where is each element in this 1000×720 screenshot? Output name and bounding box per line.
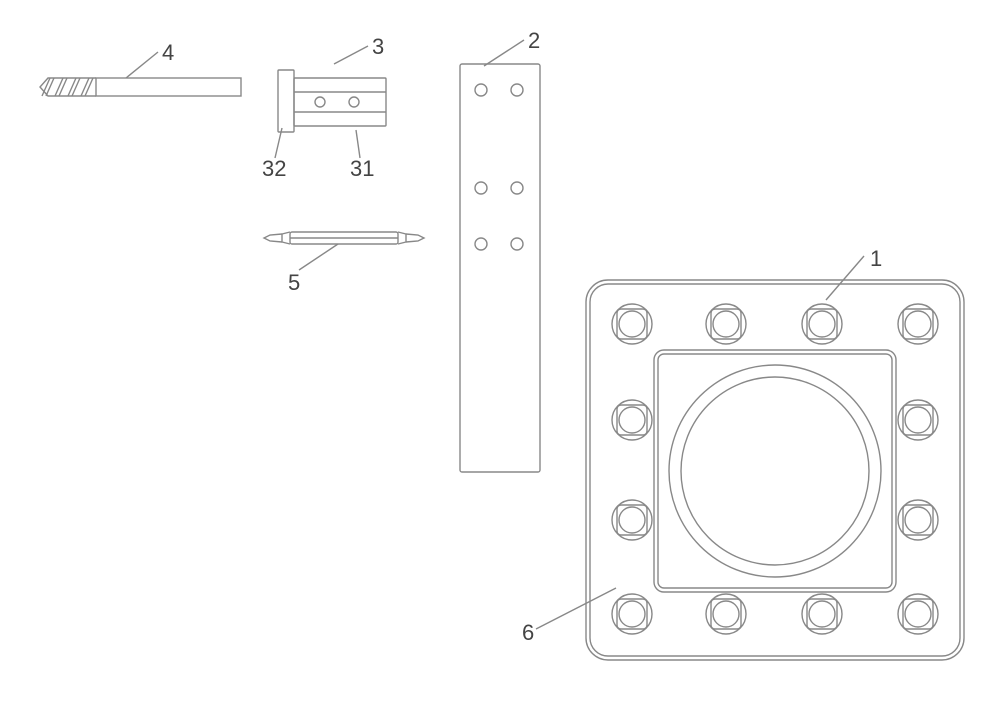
callout-31: 31 <box>350 156 374 182</box>
callout-1: 1 <box>870 246 882 272</box>
callout-2: 2 <box>528 28 540 54</box>
callout-6: 6 <box>522 620 534 646</box>
callout-4: 4 <box>162 40 174 66</box>
callout-5: 5 <box>288 270 300 296</box>
callout-32: 32 <box>262 156 286 182</box>
callout-3: 3 <box>372 34 384 60</box>
